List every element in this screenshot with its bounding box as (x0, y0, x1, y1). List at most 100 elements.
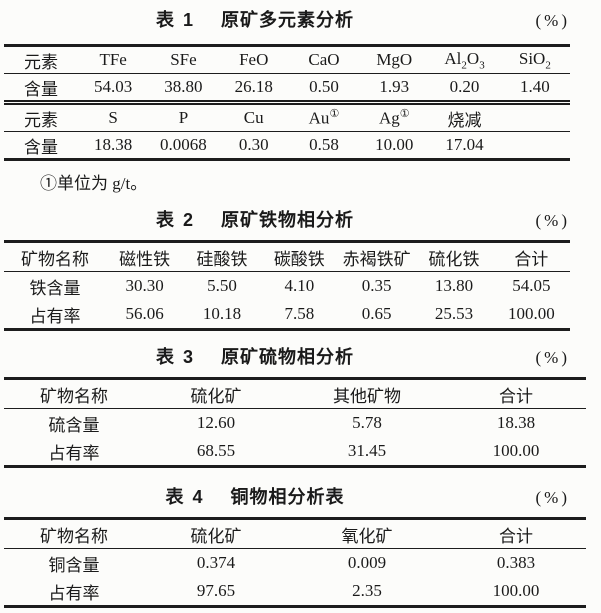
table-row-data: 硫含量 12.60 5.78 18.38 (4, 409, 586, 438)
table-cell: 0.50 (288, 73, 360, 105)
table-cell: 0.383 (496, 553, 536, 572)
table-4-caption-number: 表 4 (165, 487, 205, 507)
table-cell: 元素 (4, 44, 78, 74)
table-1-raw-ore-multi-element-analysis: 元素 TFe SFe FeO CaO MgO Al2O3 SiO2 含量 54.03 38.80 26… (4, 44, 570, 161)
table-2-caption-title: 原矿铁物相分析 (221, 210, 354, 230)
table-2-caption: 表 2 原矿铁物相分析 (%) (4, 208, 570, 232)
table-cell: 54.03 (78, 73, 149, 105)
table-cell (499, 131, 570, 161)
table-cell: 含量 (4, 131, 78, 161)
table-cell: 占有率 (4, 300, 106, 331)
table-cell: 4.10 (284, 276, 315, 295)
superscript-footnote-mark: ① (329, 108, 340, 121)
table-cell: 13.80 (434, 276, 474, 295)
table-4-caption: 表 4 铜物相分析表 (%) (4, 485, 570, 509)
table-row-header: 矿物名称 硫化矿 氧化矿 合计 (4, 517, 586, 549)
table-cell: 元素 (4, 102, 78, 132)
table-cell: 100.00 (492, 300, 570, 331)
table-cell: 烧减 (429, 102, 500, 132)
table-cell: 磁性铁 (106, 240, 184, 272)
table-cell: 100.00 (446, 577, 586, 608)
table-3-caption-title: 原矿硫物相分析 (221, 347, 354, 367)
table-cell: 含量 (4, 73, 78, 105)
table-cell: 合计 (446, 517, 586, 549)
table-cell: 7.58 (260, 300, 338, 331)
table-cell: 97.65 (144, 577, 288, 608)
table-cell: CaO (288, 44, 360, 74)
table-cell: Al2O3 (429, 44, 500, 74)
table-cell: 1.40 (499, 73, 570, 105)
table-3-unit-label: (%) (535, 348, 570, 367)
table-cell: SFe (148, 44, 219, 74)
table-cell: 31.45 (288, 437, 446, 468)
table-cell: 硫含量 (48, 415, 100, 435)
table-cell: 矿物名称 (4, 377, 144, 409)
table-row-header: 元素 S P Cu Au① Ag① 烧减 (4, 102, 570, 132)
table-cell: 25.53 (415, 300, 493, 331)
table-cell: 54.05 (512, 276, 551, 295)
table-cell: 10.00 (359, 131, 430, 161)
table-cell: 100.00 (446, 437, 586, 468)
table-4-unit-label: (%) (535, 488, 570, 507)
table-cell (499, 102, 570, 132)
table-cell: FeO (218, 44, 289, 74)
table-row-data: 占有率 97.65 2.35 100.00 (4, 577, 586, 608)
table-1-caption-number: 表 1 (155, 10, 195, 30)
table-cell: 0.374 (196, 553, 236, 572)
table-3-caption-number: 表 3 (155, 347, 195, 367)
table-row-data: 铁含量 30.30 5.50 4.10 0.35 13.80 54.05 (4, 272, 570, 301)
subscript: 3 (479, 59, 485, 72)
table-cell: SiO2 (499, 44, 570, 74)
table-cell: 硫化铁 (415, 240, 493, 272)
table-cell: 硫化矿 (144, 377, 288, 409)
table-2-unit-label: (%) (535, 211, 570, 230)
table-cell: 硅酸铁 (183, 240, 261, 272)
table-4-caption-title: 铜物相分析表 (230, 487, 345, 507)
table-row-header: 矿物名称 磁性铁 硅酸铁 碳酸铁 赤褐铁矿 硫化铁 合计 (4, 240, 570, 272)
table-cell: Ag① (359, 102, 430, 132)
table-cell: 赤褐铁矿 (337, 240, 416, 272)
table-cell: 5.50 (207, 276, 237, 295)
table-row-data: 含量 18.38 0.0068 0.30 0.58 10.00 17.04 (4, 131, 570, 161)
table-cell: 氧化矿 (288, 517, 446, 549)
table-cell: 68.55 (144, 437, 288, 468)
table-cell: 0.30 (218, 131, 289, 161)
table-1-unit-label: (%) (535, 11, 570, 30)
table-3-caption: 表 3 原矿硫物相分析 (%) (4, 345, 570, 369)
table-row-data: 铜含量 0.374 0.009 0.383 (4, 549, 586, 578)
table-cell: 1.93 (359, 73, 430, 105)
table-cell: 占有率 (4, 577, 144, 608)
table-cell: 0.58 (288, 131, 360, 161)
table-2-caption-number: 表 2 (155, 210, 195, 230)
table-cell: 其他矿物 (288, 377, 446, 409)
table-cell: 10.18 (183, 300, 261, 331)
table-cell: 26.18 (218, 73, 289, 105)
table-cell: 0.009 (347, 553, 387, 572)
subscript: 2 (545, 59, 551, 72)
table-cell: 铁含量 (29, 278, 81, 298)
table-cell: 2.35 (288, 577, 446, 608)
table-cell: 矿物名称 (4, 240, 106, 272)
table-1-caption: 表 1 原矿多元素分析 (%) (4, 8, 570, 32)
table-cell: 0.0068 (148, 131, 219, 161)
subscript: 2 (461, 59, 467, 72)
table-cell: 17.04 (429, 131, 500, 161)
table-cell: 铜含量 (48, 555, 100, 575)
table-2-raw-ore-iron-phase-analysis: 矿物名称 磁性铁 硅酸铁 碳酸铁 赤褐铁矿 硫化铁 合计铁含量 30.30 5.50 4.10 0.… (4, 240, 570, 331)
table-cell: S (78, 102, 149, 132)
table-cell: 占有率 (4, 437, 144, 468)
table-cell: 18.38 (78, 131, 149, 161)
table-cell: Au① (288, 102, 360, 132)
table-row-header: 元素 TFe SFe FeO CaO MgO Al2O3 SiO2 (4, 44, 570, 74)
table-cell: Cu (218, 102, 289, 132)
table-cell: 0.35 (361, 276, 392, 295)
table-cell: 56.06 (106, 300, 184, 331)
table-row-header: 矿物名称 硫化矿 其他矿物 合计 (4, 377, 586, 409)
table-row-data: 含量 54.03 38.80 26.18 0.50 1.93 0.20 1.40 (4, 73, 570, 105)
table-3-raw-ore-sulfur-phase-analysis: 矿物名称 硫化矿 其他矿物 合计 硫含量 12.60 5.78 18.38 占有率 68.55 31… (4, 377, 586, 468)
table-cell: 12.60 (196, 413, 236, 432)
table-cell: 硫化矿 (144, 517, 288, 549)
table-cell: 30.30 (125, 276, 164, 295)
table-cell: MgO (359, 44, 430, 74)
table-cell: P (148, 102, 219, 132)
